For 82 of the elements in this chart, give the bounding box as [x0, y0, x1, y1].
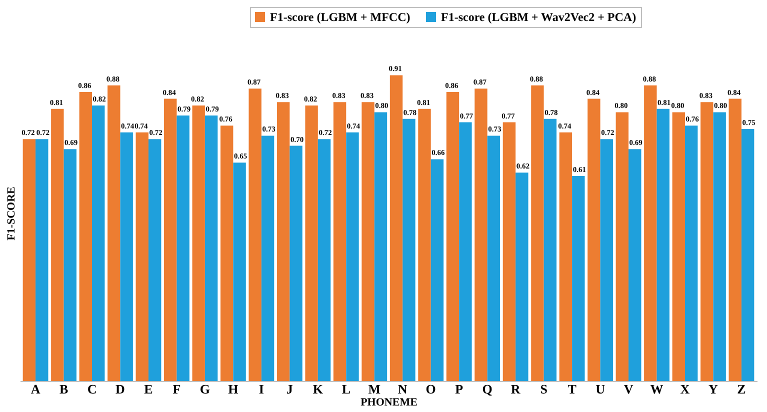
bar: [741, 129, 754, 381]
x-tick-label: A: [30, 382, 41, 396]
bar: [148, 139, 162, 381]
bar: [318, 139, 331, 381]
bar: [572, 176, 585, 381]
bar: [559, 132, 572, 381]
bar: [51, 108, 64, 381]
y-axis-title: F1-SCORE: [6, 186, 18, 240]
bar: [22, 139, 36, 381]
x-tick-label: M: [368, 382, 381, 396]
x-tick-label: B: [59, 382, 68, 396]
x-tick-label: H: [228, 382, 238, 396]
x-tick-label: S: [540, 382, 548, 396]
x-tick-label: D: [116, 382, 125, 396]
bar: [656, 108, 670, 381]
x-tick-label: W: [650, 382, 664, 396]
bar: [474, 88, 488, 381]
x-tick-label: G: [200, 382, 210, 396]
bar: [79, 92, 92, 381]
bar: [176, 116, 190, 381]
x-tick-label: Q: [482, 382, 492, 396]
bar: [713, 112, 726, 381]
bar: [600, 139, 613, 381]
bar: [487, 136, 500, 381]
bar: [644, 85, 657, 381]
bar: [120, 132, 133, 381]
bar: [261, 136, 274, 381]
bar: [346, 132, 359, 381]
bar: [276, 102, 290, 381]
x-tick-label: X: [680, 382, 690, 396]
x-tick-label: P: [455, 382, 464, 396]
x-tick-label: C: [87, 382, 97, 396]
bar: [233, 162, 246, 381]
x-tick-label: E: [144, 382, 153, 396]
bar: [402, 118, 416, 381]
bar: [64, 149, 76, 381]
x-tick-label: N: [398, 382, 408, 396]
x-tick-label: L: [342, 382, 351, 396]
bar: [588, 98, 600, 381]
x-tick-label: R: [510, 382, 521, 396]
bar: [672, 112, 685, 381]
bar: [362, 102, 374, 381]
x-tick-label: J: [286, 382, 294, 396]
bar: [192, 105, 205, 381]
x-tick-label: O: [426, 382, 436, 396]
bar: [628, 149, 642, 381]
bar: [430, 159, 444, 381]
bar: [204, 116, 218, 381]
bar: [418, 108, 431, 381]
x-tick-label: U: [596, 382, 606, 396]
bar: [459, 122, 472, 381]
bar: [616, 112, 629, 381]
bar: [248, 88, 262, 381]
x-tick-label: K: [312, 382, 324, 396]
x-tick-label: T: [568, 382, 577, 396]
x-tick-label: Z: [737, 382, 746, 396]
bar: [700, 102, 714, 381]
legend-label: F1-score (LGBM + Wav2Vec2 + PCA): [441, 10, 636, 24]
bar: [164, 98, 177, 381]
bar: [220, 126, 234, 381]
x-tick-label: I: [258, 382, 264, 396]
bar: [390, 75, 403, 381]
x-tick-label: V: [624, 382, 634, 396]
bar: [36, 139, 48, 381]
bar: [684, 126, 698, 381]
bar: [92, 105, 105, 381]
bar: [502, 122, 516, 381]
bar: [374, 112, 388, 381]
bar: [305, 105, 318, 381]
bar: [544, 118, 557, 381]
bar: [446, 92, 460, 381]
bar: [290, 146, 302, 381]
x-axis-title: PHONEME: [360, 396, 418, 408]
legend-label: F1-score (LGBM + MFCC): [270, 10, 410, 24]
x-tick-label: F: [172, 382, 181, 396]
bar: [531, 85, 544, 381]
bar: [728, 98, 742, 381]
bar: [516, 172, 528, 381]
x-tick-label: Y: [708, 382, 719, 396]
bar: [136, 132, 148, 381]
bar: [333, 102, 346, 381]
bar: [108, 85, 120, 381]
